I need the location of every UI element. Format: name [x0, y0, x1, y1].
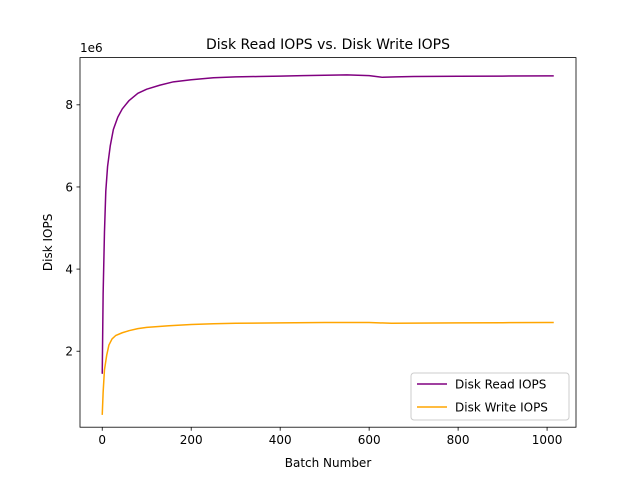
series-line-disk-write-iops: [101, 321, 554, 415]
legend-box: [410, 372, 570, 421]
y-axis-label: Disk IOPS: [41, 214, 55, 271]
y-tick-label: 6: [65, 180, 73, 194]
x-tick-label: 200: [180, 433, 203, 447]
legend-label-read: Disk Read IOPS: [455, 378, 546, 392]
x-axis: 0 200 400 600 800 1000: [98, 427, 562, 447]
axes-frame: [79, 57, 577, 428]
y-axis-offset-label: 1e6: [80, 41, 103, 55]
x-axis-label: Batch Number: [285, 456, 372, 470]
y-tick-label: 8: [65, 98, 73, 112]
y-tick-label: 4: [65, 262, 73, 276]
series-line-disk-read-iops: [101, 74, 554, 374]
x-tick-label: 800: [447, 433, 470, 447]
legend-label-write: Disk Write IOPS: [455, 401, 548, 415]
x-tick-label: 400: [269, 433, 292, 447]
y-tick-label: 2: [65, 345, 73, 359]
x-tick-label: 600: [358, 433, 381, 447]
series-layer: [101, 74, 554, 415]
x-tick-label: 1000: [532, 433, 563, 447]
y-axis: 2 4 6 8: [65, 98, 80, 359]
legend: Disk Read IOPS Disk Write IOPS: [410, 372, 570, 421]
chart-title: Disk Read IOPS vs. Disk Write IOPS: [206, 37, 450, 53]
x-tick-label: 0: [98, 433, 106, 447]
